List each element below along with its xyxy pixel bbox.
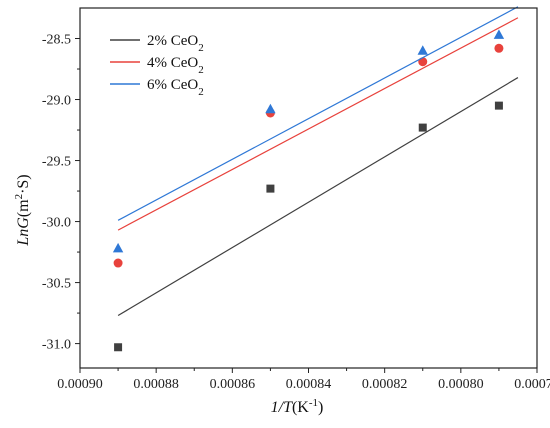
data-point-series-3 [493, 29, 505, 39]
x-axis-title: 1/T(K-1) [271, 397, 324, 416]
y-axis-title: LnG(m2·S) [13, 174, 32, 246]
y-tick-label: -29.5 [42, 155, 71, 170]
data-point-series-2 [494, 43, 504, 53]
x-tick-label: 0.00078 [514, 377, 550, 392]
legend-label: 2% CeO2 [147, 33, 204, 54]
x-tick-label: 0.00082 [362, 377, 408, 392]
fit-line-series-3 [117, 6, 519, 221]
data-point-series-3 [112, 242, 124, 253]
data-point-series-3 [417, 45, 428, 55]
data-point-series-3 [265, 103, 276, 114]
data-point-series-1 [114, 343, 123, 352]
x-tick-label: 0.00080 [438, 377, 484, 392]
data-point-series-2 [113, 258, 123, 268]
fit-line-series-2 [117, 17, 519, 231]
data-point-series-1 [266, 184, 275, 193]
x-tick-label: 0.00088 [133, 377, 179, 392]
y-tick-label: -29.0 [42, 94, 71, 109]
y-tick-label: -30.5 [42, 277, 71, 292]
y-tick-label: -28.5 [42, 33, 71, 48]
x-tick-label: 0.00086 [210, 377, 256, 392]
legend-label: 6% CeO2 [147, 77, 204, 98]
y-tick-label: -31.0 [42, 338, 71, 353]
x-tick-label: 0.00090 [57, 377, 103, 392]
fit-line-series-1 [117, 77, 519, 317]
x-tick-label: 0.00084 [286, 377, 332, 392]
data-point-series-1 [494, 101, 503, 110]
legend-label: 4% CeO2 [147, 55, 204, 76]
data-point-series-2 [418, 57, 428, 67]
y-tick-label: -30.0 [42, 216, 71, 231]
data-point-series-1 [418, 123, 427, 132]
